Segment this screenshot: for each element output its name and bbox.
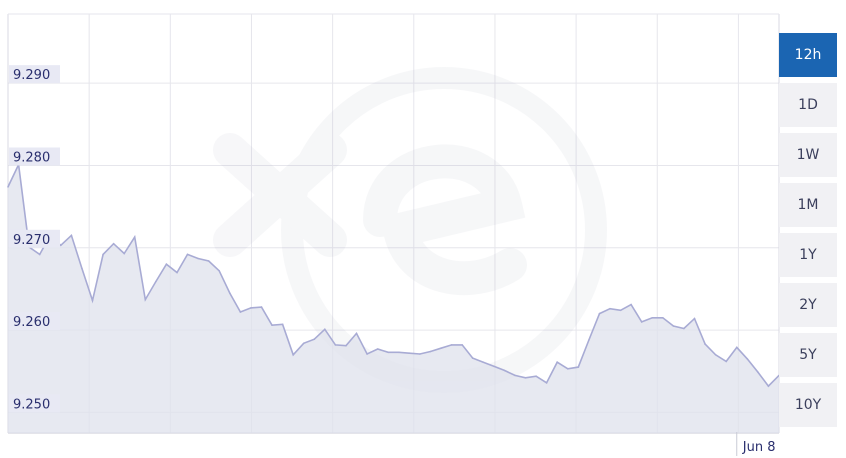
data-point — [197, 257, 199, 260]
data-point — [366, 353, 368, 355]
rate-area-fill — [8, 164, 779, 433]
data-point — [123, 252, 125, 255]
data-point — [640, 321, 643, 323]
range-button-1m[interactable]: 1M — [779, 183, 837, 227]
range-button-2y[interactable]: 2Y — [779, 283, 837, 327]
data-point — [81, 267, 83, 270]
data-point — [176, 271, 178, 274]
data-point — [725, 360, 727, 363]
y-tick-label-bg — [9, 394, 60, 413]
y-tick-label: 9.260 — [13, 315, 50, 330]
data-point — [567, 368, 569, 370]
data-point — [482, 361, 485, 364]
y-tick-label: 9.290 — [13, 68, 50, 83]
range-button-1w[interactable]: 1W — [779, 133, 837, 177]
data-point — [144, 298, 147, 301]
data-point — [619, 309, 622, 312]
data-point — [746, 358, 749, 360]
y-tick-label-bg — [9, 65, 60, 84]
data-point — [70, 234, 73, 237]
data-point — [91, 299, 94, 302]
data-point — [133, 236, 136, 238]
data-point — [556, 361, 558, 364]
data-point — [545, 382, 548, 384]
range-button-1y[interactable]: 1Y — [779, 233, 837, 277]
data-point — [535, 375, 537, 378]
data-point — [218, 270, 220, 272]
data-point — [355, 332, 358, 335]
range-button-10y[interactable]: 10Y — [779, 383, 837, 427]
data-point — [112, 242, 115, 245]
y-tick-label-bg — [9, 147, 60, 166]
data-point — [387, 351, 390, 354]
data-point — [165, 263, 168, 266]
data-point — [630, 303, 632, 306]
y-tick-label-bg — [9, 229, 60, 248]
data-point — [345, 344, 347, 347]
data-point — [767, 385, 770, 387]
data-point — [693, 317, 696, 320]
data-point — [419, 353, 421, 355]
data-point — [250, 307, 252, 309]
y-tick-label: 9.250 — [13, 397, 50, 412]
data-point — [651, 317, 654, 319]
data-point — [302, 342, 305, 345]
data-point — [313, 338, 316, 341]
data-point — [503, 369, 506, 372]
data-point — [334, 344, 337, 346]
data-point — [672, 325, 675, 327]
time-range-selector: 12h 1D 1W 1M 1Y 2Y 5Y 10Y — [779, 33, 837, 427]
data-point — [471, 357, 474, 359]
data-point — [186, 253, 189, 256]
data-point — [292, 354, 295, 356]
x-tick-label: Jun 8 — [742, 440, 776, 455]
data-point — [281, 323, 284, 326]
data-point — [588, 339, 590, 341]
data-point — [429, 350, 432, 353]
data-point — [609, 307, 611, 310]
data-point — [714, 354, 717, 356]
data-point — [450, 344, 453, 346]
data-point — [229, 292, 231, 294]
data-point — [398, 351, 400, 354]
data-point — [260, 306, 263, 308]
data-point — [207, 260, 210, 262]
data-point — [60, 244, 62, 247]
rate-line — [7, 161, 780, 388]
rate-points — [7, 163, 780, 387]
data-point — [683, 327, 685, 330]
data-point — [598, 312, 601, 315]
data-point — [324, 328, 326, 331]
data-point — [239, 311, 242, 313]
data-point — [577, 366, 580, 368]
data-point — [271, 324, 273, 327]
x-axis-labels: Jun 8 — [736, 432, 776, 456]
range-button-1d[interactable]: 1D — [779, 83, 837, 127]
range-button-12h[interactable]: 12h — [779, 33, 837, 77]
y-tick-label-bg — [9, 312, 60, 331]
y-tick-label: 9.270 — [13, 233, 50, 248]
data-point — [408, 352, 411, 355]
data-point — [757, 371, 759, 373]
data-point — [376, 348, 379, 350]
data-point — [102, 253, 104, 256]
data-point — [524, 377, 527, 379]
data-point — [514, 374, 516, 377]
data-point — [155, 280, 157, 283]
data-point — [736, 346, 738, 349]
data-point — [662, 317, 664, 319]
y-axis-labels: 9.290 9.280 9.270 9.260 9.250 — [9, 65, 60, 413]
data-point — [38, 253, 41, 256]
data-point — [493, 365, 495, 368]
data-point — [704, 343, 706, 345]
data-point — [440, 347, 442, 350]
y-tick-label: 9.280 — [13, 150, 50, 165]
data-point — [7, 186, 9, 188]
range-button-5y[interactable]: 5Y — [779, 333, 837, 377]
data-point — [461, 344, 464, 346]
